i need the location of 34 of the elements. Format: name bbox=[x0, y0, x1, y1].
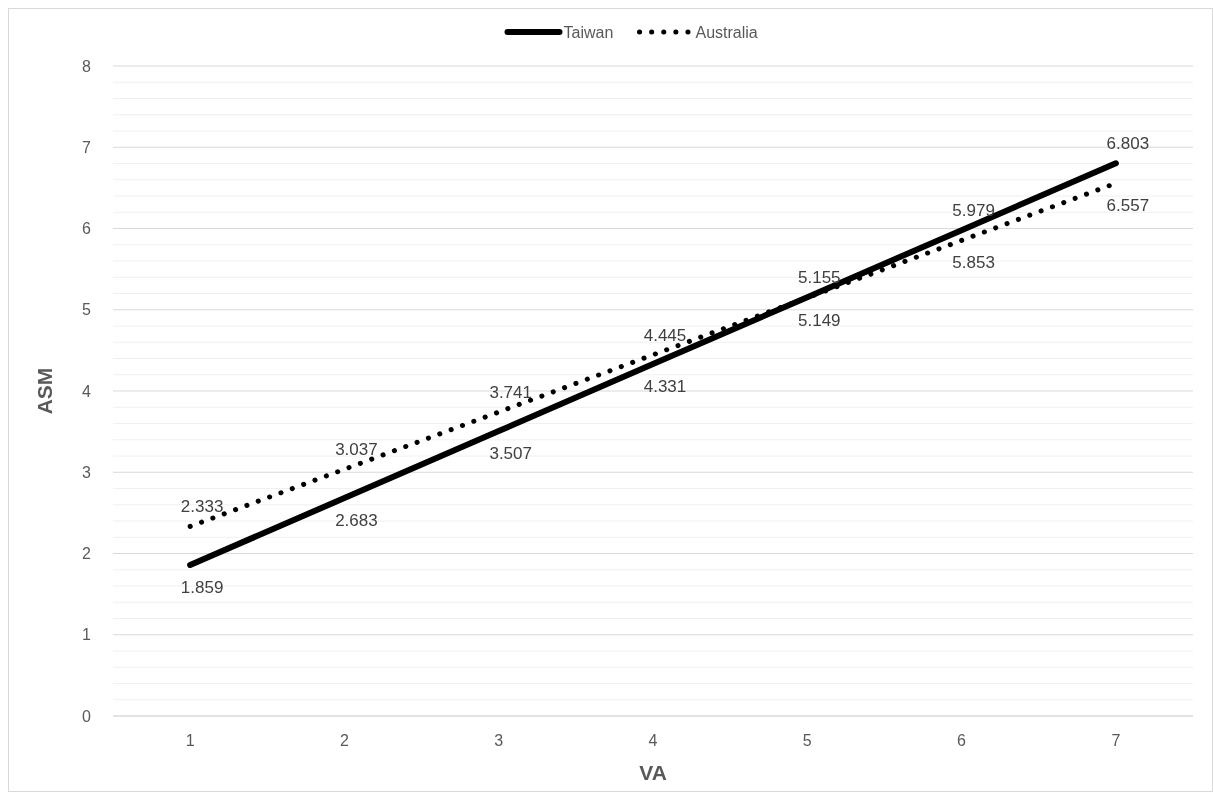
data-label: 5.149 bbox=[798, 310, 841, 330]
x-tick-label: 3 bbox=[494, 732, 504, 749]
legend-label: Australia bbox=[695, 23, 758, 41]
data-label: 4.445 bbox=[643, 325, 687, 345]
y-tick-label: 5 bbox=[82, 301, 92, 319]
y-tick-label: 7 bbox=[82, 138, 92, 156]
x-tick-label: 1 bbox=[185, 732, 195, 749]
data-label: 5.853 bbox=[952, 253, 995, 273]
y-tick-label: 0 bbox=[82, 707, 92, 725]
y-tick-label: 6 bbox=[82, 220, 92, 238]
legend-label: Taiwan bbox=[563, 23, 614, 41]
data-label: 3.037 bbox=[335, 440, 378, 460]
y-tick-label: 2 bbox=[82, 545, 92, 563]
y-tick-label: 4 bbox=[82, 382, 92, 400]
data-label: 5.155 bbox=[798, 268, 841, 288]
data-label: 3.507 bbox=[489, 444, 532, 464]
data-label: 5.979 bbox=[952, 201, 995, 221]
x-tick-label: 5 bbox=[802, 732, 812, 749]
y-tick-label: 3 bbox=[82, 463, 92, 481]
data-label: 2.333 bbox=[180, 497, 224, 517]
y-axis-title: ASM bbox=[33, 367, 56, 415]
x-tick-label: 6 bbox=[957, 732, 967, 749]
data-label: 6.803 bbox=[1106, 134, 1150, 154]
x-tick-label: 7 bbox=[1111, 732, 1121, 749]
x-tick-label: 2 bbox=[339, 732, 349, 749]
data-label: 1.859 bbox=[180, 577, 224, 597]
x-axis-title: VA bbox=[639, 761, 667, 784]
data-label: 2.683 bbox=[335, 511, 378, 531]
y-tick-label: 1 bbox=[82, 626, 92, 644]
y-tick-label: 8 bbox=[82, 57, 92, 75]
x-tick-label: 4 bbox=[648, 732, 658, 749]
data-label: 6.557 bbox=[1106, 196, 1150, 216]
data-label: 4.331 bbox=[643, 377, 687, 397]
data-label: 3.741 bbox=[489, 383, 532, 403]
